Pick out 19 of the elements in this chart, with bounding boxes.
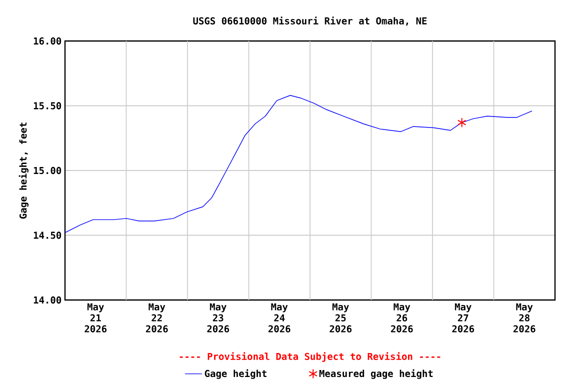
y-tick-label: 15.00 <box>34 166 62 174</box>
y-tick-label: 15.50 <box>34 102 62 110</box>
x-tick-label: May 22 2026 <box>146 303 168 332</box>
y-tick-label: 14.00 <box>34 296 62 304</box>
y-axis-title: Gage height, feet <box>18 122 29 219</box>
x-tick-label: May 25 2026 <box>330 303 352 332</box>
legend-label: Measured gage height <box>319 369 433 379</box>
x-tick-label: May 24 2026 <box>268 303 290 332</box>
line-series <box>65 95 532 234</box>
x-tick-label: May 27 2026 <box>452 303 474 332</box>
x-tick-label: May 21 2026 <box>84 303 107 332</box>
x-tick-label: May 26 2026 <box>390 303 413 332</box>
y-tick-label: 16.00 <box>34 37 62 45</box>
x-tick-label: May 23 2026 <box>207 303 230 332</box>
legend-label: Gage height <box>204 369 266 379</box>
chart-title: USGS 06610000 Missouri River at Omaha, NE <box>193 16 427 26</box>
text: ---- Provisional Data Subject to Revision ---- <box>180 352 440 362</box>
y-tick-label: 14.50 <box>34 232 62 239</box>
x-tick-label: May 28 2026 <box>513 303 536 332</box>
